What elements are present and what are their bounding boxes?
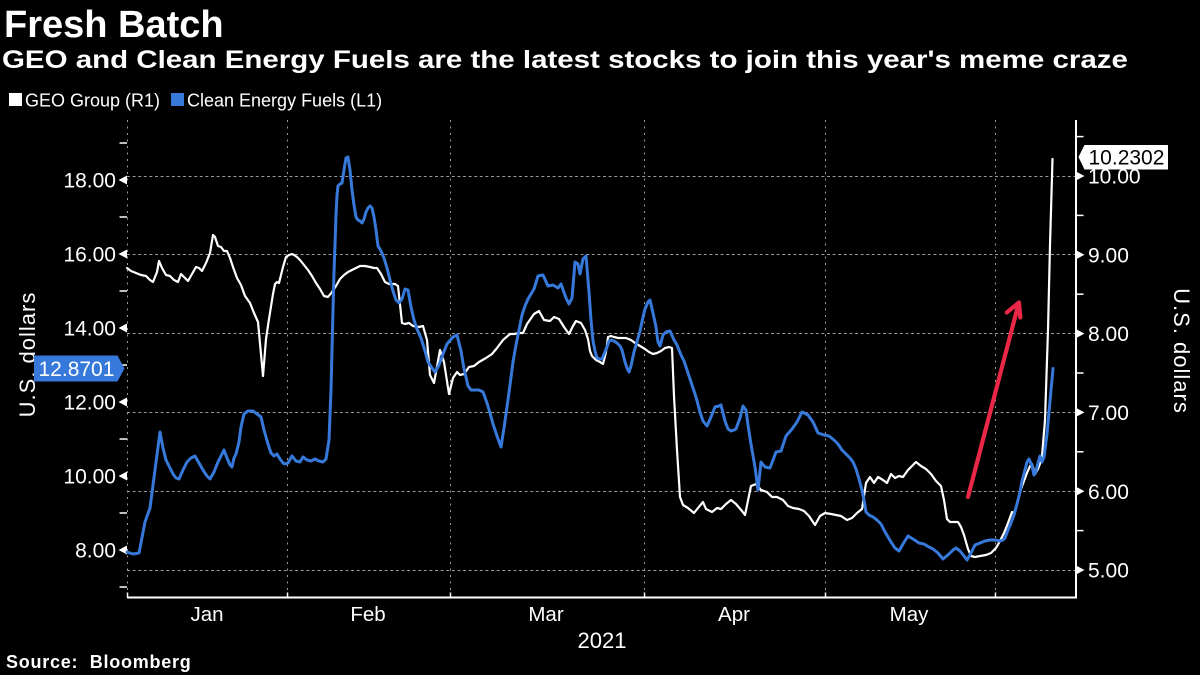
svg-text:8.00: 8.00 [75,540,116,563]
svg-text:7.00: 7.00 [1088,402,1129,425]
svg-text:Apr: Apr [718,603,750,626]
svg-text:May: May [890,603,929,626]
svg-text:6.00: 6.00 [1088,481,1129,504]
svg-text:14.00: 14.00 [63,318,116,341]
svg-text:U.S. dollars: U.S. dollars [15,292,40,418]
svg-text:8.00: 8.00 [1088,323,1129,346]
svg-text:Feb: Feb [350,603,385,626]
svg-text:GEO Group (R1): GEO Group (R1) [25,91,160,111]
svg-text:16.00: 16.00 [63,244,116,267]
svg-text:U.S. dollars: U.S. dollars [1169,288,1194,414]
svg-text:18.00: 18.00 [63,170,116,193]
svg-text:Jan: Jan [190,603,223,626]
svg-text:9.00: 9.00 [1088,244,1129,267]
svg-text:10.2302: 10.2302 [1089,147,1165,170]
svg-text:2021: 2021 [578,628,627,653]
svg-text:10.00: 10.00 [63,466,116,489]
svg-text:12.00: 12.00 [63,392,116,415]
svg-text:Clean Energy Fuels (L1): Clean Energy Fuels (L1) [187,91,382,111]
svg-text:12.8701: 12.8701 [39,358,115,381]
svg-text:10.00: 10.00 [1088,166,1141,189]
svg-text:Mar: Mar [528,603,563,626]
svg-text:5.00: 5.00 [1088,560,1129,583]
